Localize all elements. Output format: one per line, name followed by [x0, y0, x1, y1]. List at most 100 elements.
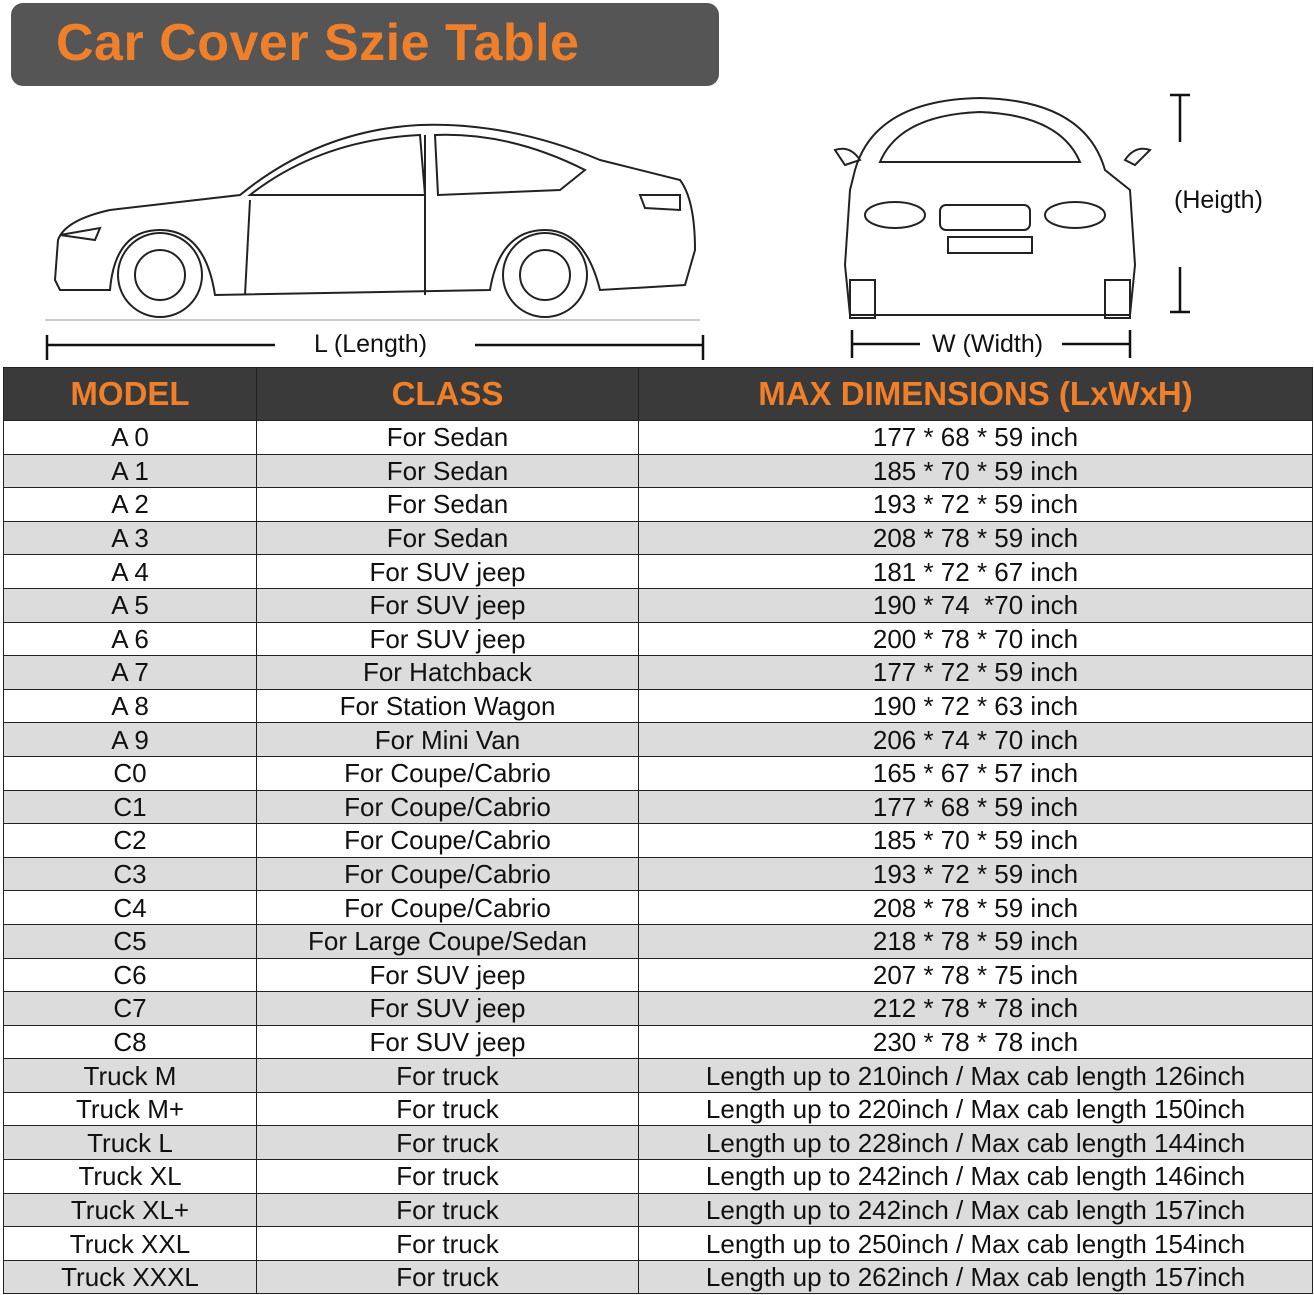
table-row: C8 For SUV jeep 230 * 78 * 78 inch — [3, 1024, 1313, 1060]
class-cell: For Coupe/Cabrio — [256, 823, 639, 858]
table-row: Truck M For truck Length up to 210inch / M… — [3, 1058, 1313, 1093]
table-row: A 1 For Sedan 185 * 70 * 59 inch — [3, 453, 1313, 489]
header-dimensions: MAX DIMENSIONS (LxWxH) — [638, 367, 1313, 421]
table-row: A 7 For Hatchback 177 * 72 * 59 inch — [3, 655, 1313, 690]
model-cell: A 6 — [3, 621, 257, 657]
dimensions-cell: 218 * 78 * 59 inch — [638, 923, 1313, 959]
table-row: C5 For Large Coupe/Sedan 218 * 78 * 59 inc… — [3, 923, 1313, 959]
table-row: Truck XXXL For truck Length up to 262inch … — [3, 1259, 1313, 1295]
height-label: (Heigth) — [1174, 186, 1263, 214]
dimensions-cell: 185 * 70 * 59 inch — [638, 823, 1313, 858]
dimensions-cell: 207 * 78 * 75 inch — [638, 957, 1313, 993]
table-row: A 0 For Sedan 177 * 68 * 59 inch — [3, 420, 1313, 455]
dimensions-cell: Length up to 228inch / Max cab length 14… — [638, 1125, 1313, 1161]
model-cell: Truck XL — [3, 1159, 257, 1194]
dimensions-cell: Length up to 250inch / Max cab length 15… — [638, 1226, 1313, 1261]
table-row: Truck XXL For truck Length up to 250inch /… — [3, 1226, 1313, 1261]
model-cell: Truck XXXL — [3, 1259, 257, 1295]
size-table: MODEL CLASS MAX DIMENSIONS (LxWxH) A 0 Fo… — [3, 367, 1313, 1295]
model-cell: C4 — [3, 890, 257, 925]
dimensions-cell: Length up to 262inch / Max cab length 15… — [638, 1259, 1313, 1295]
dimensions-cell: 193 * 72 * 59 inch — [638, 856, 1313, 892]
class-cell: For SUV jeep — [256, 587, 639, 623]
class-cell: For SUV jeep — [256, 1024, 639, 1060]
table-row: A 6 For SUV jeep 200 * 78 * 70 inch — [3, 621, 1313, 657]
dimensions-cell: 193 * 72 * 59 inch — [638, 487, 1313, 522]
class-cell: For Coupe/Cabrio — [256, 856, 639, 892]
class-cell: For truck — [256, 1259, 639, 1295]
table-row: Truck XL For truck Length up to 242inch / … — [3, 1159, 1313, 1194]
model-cell: A 8 — [3, 688, 257, 724]
dimensions-cell: 177 * 68 * 59 inch — [638, 420, 1313, 455]
table-row: C2 For Coupe/Cabrio 185 * 70 * 59 inch — [3, 823, 1313, 858]
model-cell: C5 — [3, 923, 257, 959]
table-row: C3 For Coupe/Cabrio 193 * 72 * 59 inch — [3, 856, 1313, 892]
dimensions-cell: 185 * 70 * 59 inch — [638, 453, 1313, 489]
page-title: Car Cover Szie Table — [56, 14, 580, 72]
class-cell: For truck — [256, 1091, 639, 1127]
dimensions-cell: Length up to 220inch / Max cab length 15… — [638, 1091, 1313, 1127]
header-model: MODEL — [3, 367, 257, 421]
dimensions-cell: 177 * 72 * 59 inch — [638, 655, 1313, 690]
table-row: A 4 For SUV jeep 181 * 72 * 67 inch — [3, 554, 1313, 589]
class-cell: For SUV jeep — [256, 991, 639, 1026]
model-cell: A 1 — [3, 453, 257, 489]
class-cell: For Station Wagon — [256, 688, 639, 724]
title-banner: Car Cover Szie Table — [11, 3, 719, 86]
dimensions-cell: 230 * 78 * 78 inch — [638, 1024, 1313, 1060]
class-cell: For Sedan — [256, 520, 639, 556]
class-cell: For SUV jeep — [256, 957, 639, 993]
table-row: A 9 For Mini Van 206 * 74 * 70 inch — [3, 722, 1313, 757]
model-cell: C8 — [3, 1024, 257, 1060]
model-cell: Truck M+ — [3, 1091, 257, 1127]
class-cell: For Sedan — [256, 453, 639, 489]
dimensions-cell: 206 * 74 * 70 inch — [638, 722, 1313, 757]
car-side-view-illustration — [45, 123, 705, 360]
class-cell: For truck — [256, 1192, 639, 1228]
table-row: C1 For Coupe/Cabrio 177 * 68 * 59 inch — [3, 789, 1313, 825]
model-cell: A 2 — [3, 487, 257, 522]
model-cell: C7 — [3, 991, 257, 1026]
dimensions-cell: 181 * 72 * 67 inch — [638, 554, 1313, 589]
header-class: CLASS — [256, 367, 639, 421]
class-cell: For Coupe/Cabrio — [256, 789, 639, 825]
model-cell: A 0 — [3, 420, 257, 455]
dimensions-cell: Length up to 242inch / Max cab length 14… — [638, 1159, 1313, 1194]
class-cell: For truck — [256, 1058, 639, 1093]
table-row: A 5 For SUV jeep 190 * 74 *70 inch — [3, 587, 1313, 623]
dimensions-cell: 208 * 78 * 59 inch — [638, 890, 1313, 925]
dimensions-cell: 212 * 78 * 78 inch — [638, 991, 1313, 1026]
class-cell: For SUV jeep — [256, 621, 639, 657]
class-cell: For truck — [256, 1159, 639, 1194]
model-cell: Truck M — [3, 1058, 257, 1093]
dimensions-cell: 177 * 68 * 59 inch — [638, 789, 1313, 825]
dimensions-cell: 165 * 67 * 57 inch — [638, 755, 1313, 791]
table-row: C6 For SUV jeep 207 * 78 * 75 inch — [3, 957, 1313, 993]
dimensions-cell: 190 * 74 *70 inch — [638, 587, 1313, 623]
width-label: W (Width) — [932, 330, 1044, 358]
model-cell: A 3 — [3, 520, 257, 556]
model-cell: C2 — [3, 823, 257, 858]
model-cell: A 7 — [3, 655, 257, 690]
model-cell: Truck XL+ — [3, 1192, 257, 1228]
table-header-row: MODEL CLASS MAX DIMENSIONS (LxWxH) — [3, 367, 1313, 421]
table-row: C4 For Coupe/Cabrio 208 * 78 * 59 inch — [3, 890, 1313, 925]
model-cell: C1 — [3, 789, 257, 825]
class-cell: For Hatchback — [256, 655, 639, 690]
model-cell: C6 — [3, 957, 257, 993]
class-cell: For Mini Van — [256, 722, 639, 757]
class-cell: For Sedan — [256, 487, 639, 522]
class-cell: For Sedan — [256, 420, 639, 455]
class-cell: For Coupe/Cabrio — [256, 890, 639, 925]
class-cell: For truck — [256, 1226, 639, 1261]
model-cell: Truck L — [3, 1125, 257, 1161]
table-row: C7 For SUV jeep 212 * 78 * 78 inch — [3, 991, 1313, 1026]
class-cell: For SUV jeep — [256, 554, 639, 589]
model-cell: Truck XXL — [3, 1226, 257, 1261]
height-dimension-marker — [1170, 93, 1190, 314]
dimensions-cell: Length up to 242inch / Max cab length 15… — [638, 1192, 1313, 1228]
model-cell: A 5 — [3, 587, 257, 623]
table-row: Truck M+ For truck Length up to 220inch / … — [3, 1091, 1313, 1127]
table-row: Truck L For truck Length up to 228inch / M… — [3, 1125, 1313, 1161]
class-cell: For Large Coupe/Sedan — [256, 923, 639, 959]
